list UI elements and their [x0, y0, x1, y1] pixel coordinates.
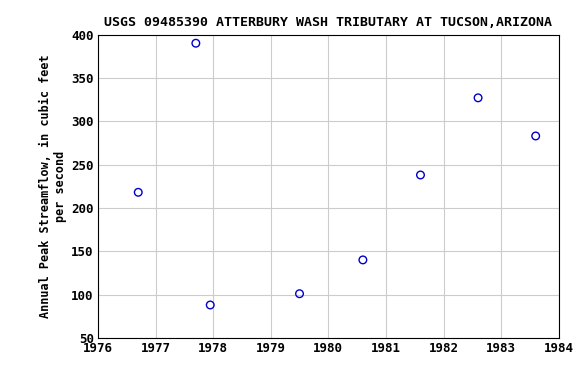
Point — [473, 95, 483, 101]
Y-axis label: Annual Peak Streamflow, in cubic feet
per second: Annual Peak Streamflow, in cubic feet pe… — [39, 55, 67, 318]
Point — [191, 40, 200, 46]
Point — [358, 257, 367, 263]
Point — [416, 172, 425, 178]
Point — [295, 291, 304, 297]
Point — [206, 302, 215, 308]
Point — [531, 133, 540, 139]
Point — [134, 189, 143, 195]
Title: USGS 09485390 ATTERBURY WASH TRIBUTARY AT TUCSON,ARIZONA: USGS 09485390 ATTERBURY WASH TRIBUTARY A… — [104, 16, 552, 29]
